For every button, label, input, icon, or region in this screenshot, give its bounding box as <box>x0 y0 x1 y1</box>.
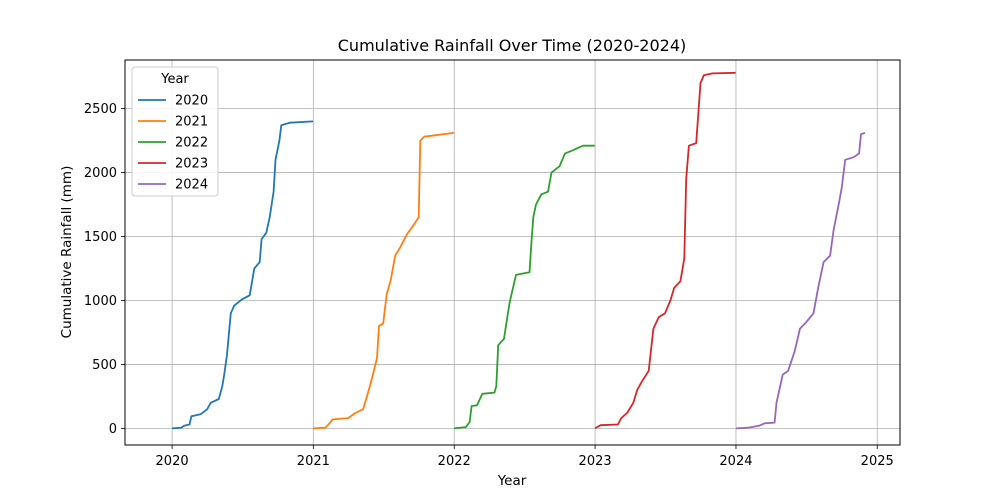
y-tick-label: 2000 <box>84 166 117 181</box>
legend-label-2022: 2022 <box>175 136 208 151</box>
legend-label-2020: 2020 <box>175 94 208 109</box>
x-axis: 2020 2021 2022 2023 2024 2025 <box>156 445 894 469</box>
legend: Year 2020 2021 2022 2023 2024 <box>131 66 219 197</box>
series-line-2021 <box>313 132 454 430</box>
series-line-2020 <box>172 120 314 430</box>
legend-label-2023: 2023 <box>175 157 208 172</box>
legend-label-2024: 2024 <box>175 178 208 193</box>
y-axis-label: Cumulative Rainfall (mm) <box>59 166 75 339</box>
y-tick-label: 1500 <box>84 230 117 245</box>
y-tick-label: 500 <box>92 358 117 373</box>
legend-label-2021: 2021 <box>175 115 208 130</box>
x-tick-label: 2023 <box>579 454 612 469</box>
x-axis-label: Year <box>497 473 527 489</box>
y-tick-label: 1000 <box>84 294 117 309</box>
y-tick-label: 0 <box>109 422 117 437</box>
x-tick-label: 2021 <box>297 454 330 469</box>
chart-title: Cumulative Rainfall Over Time (2020-2024… <box>338 36 686 55</box>
x-tick-label: 2024 <box>719 454 752 469</box>
series-line-2022 <box>454 144 595 430</box>
y-axis: 0 500 1000 1500 2000 2500 <box>84 102 125 437</box>
x-tick-label: 2025 <box>861 454 894 469</box>
y-tick-label: 2500 <box>84 102 117 117</box>
x-tick-label: 2022 <box>438 454 471 469</box>
legend-entries: 2020 2021 2022 2023 2024 <box>138 94 208 193</box>
grid <box>125 60 900 445</box>
legend-title: Year <box>160 72 189 87</box>
plot-area-frame <box>124 59 901 446</box>
series-lines <box>172 71 866 430</box>
series-line-2023 <box>594 71 736 430</box>
series-line-2024 <box>735 132 866 430</box>
x-tick-label: 2020 <box>156 454 189 469</box>
